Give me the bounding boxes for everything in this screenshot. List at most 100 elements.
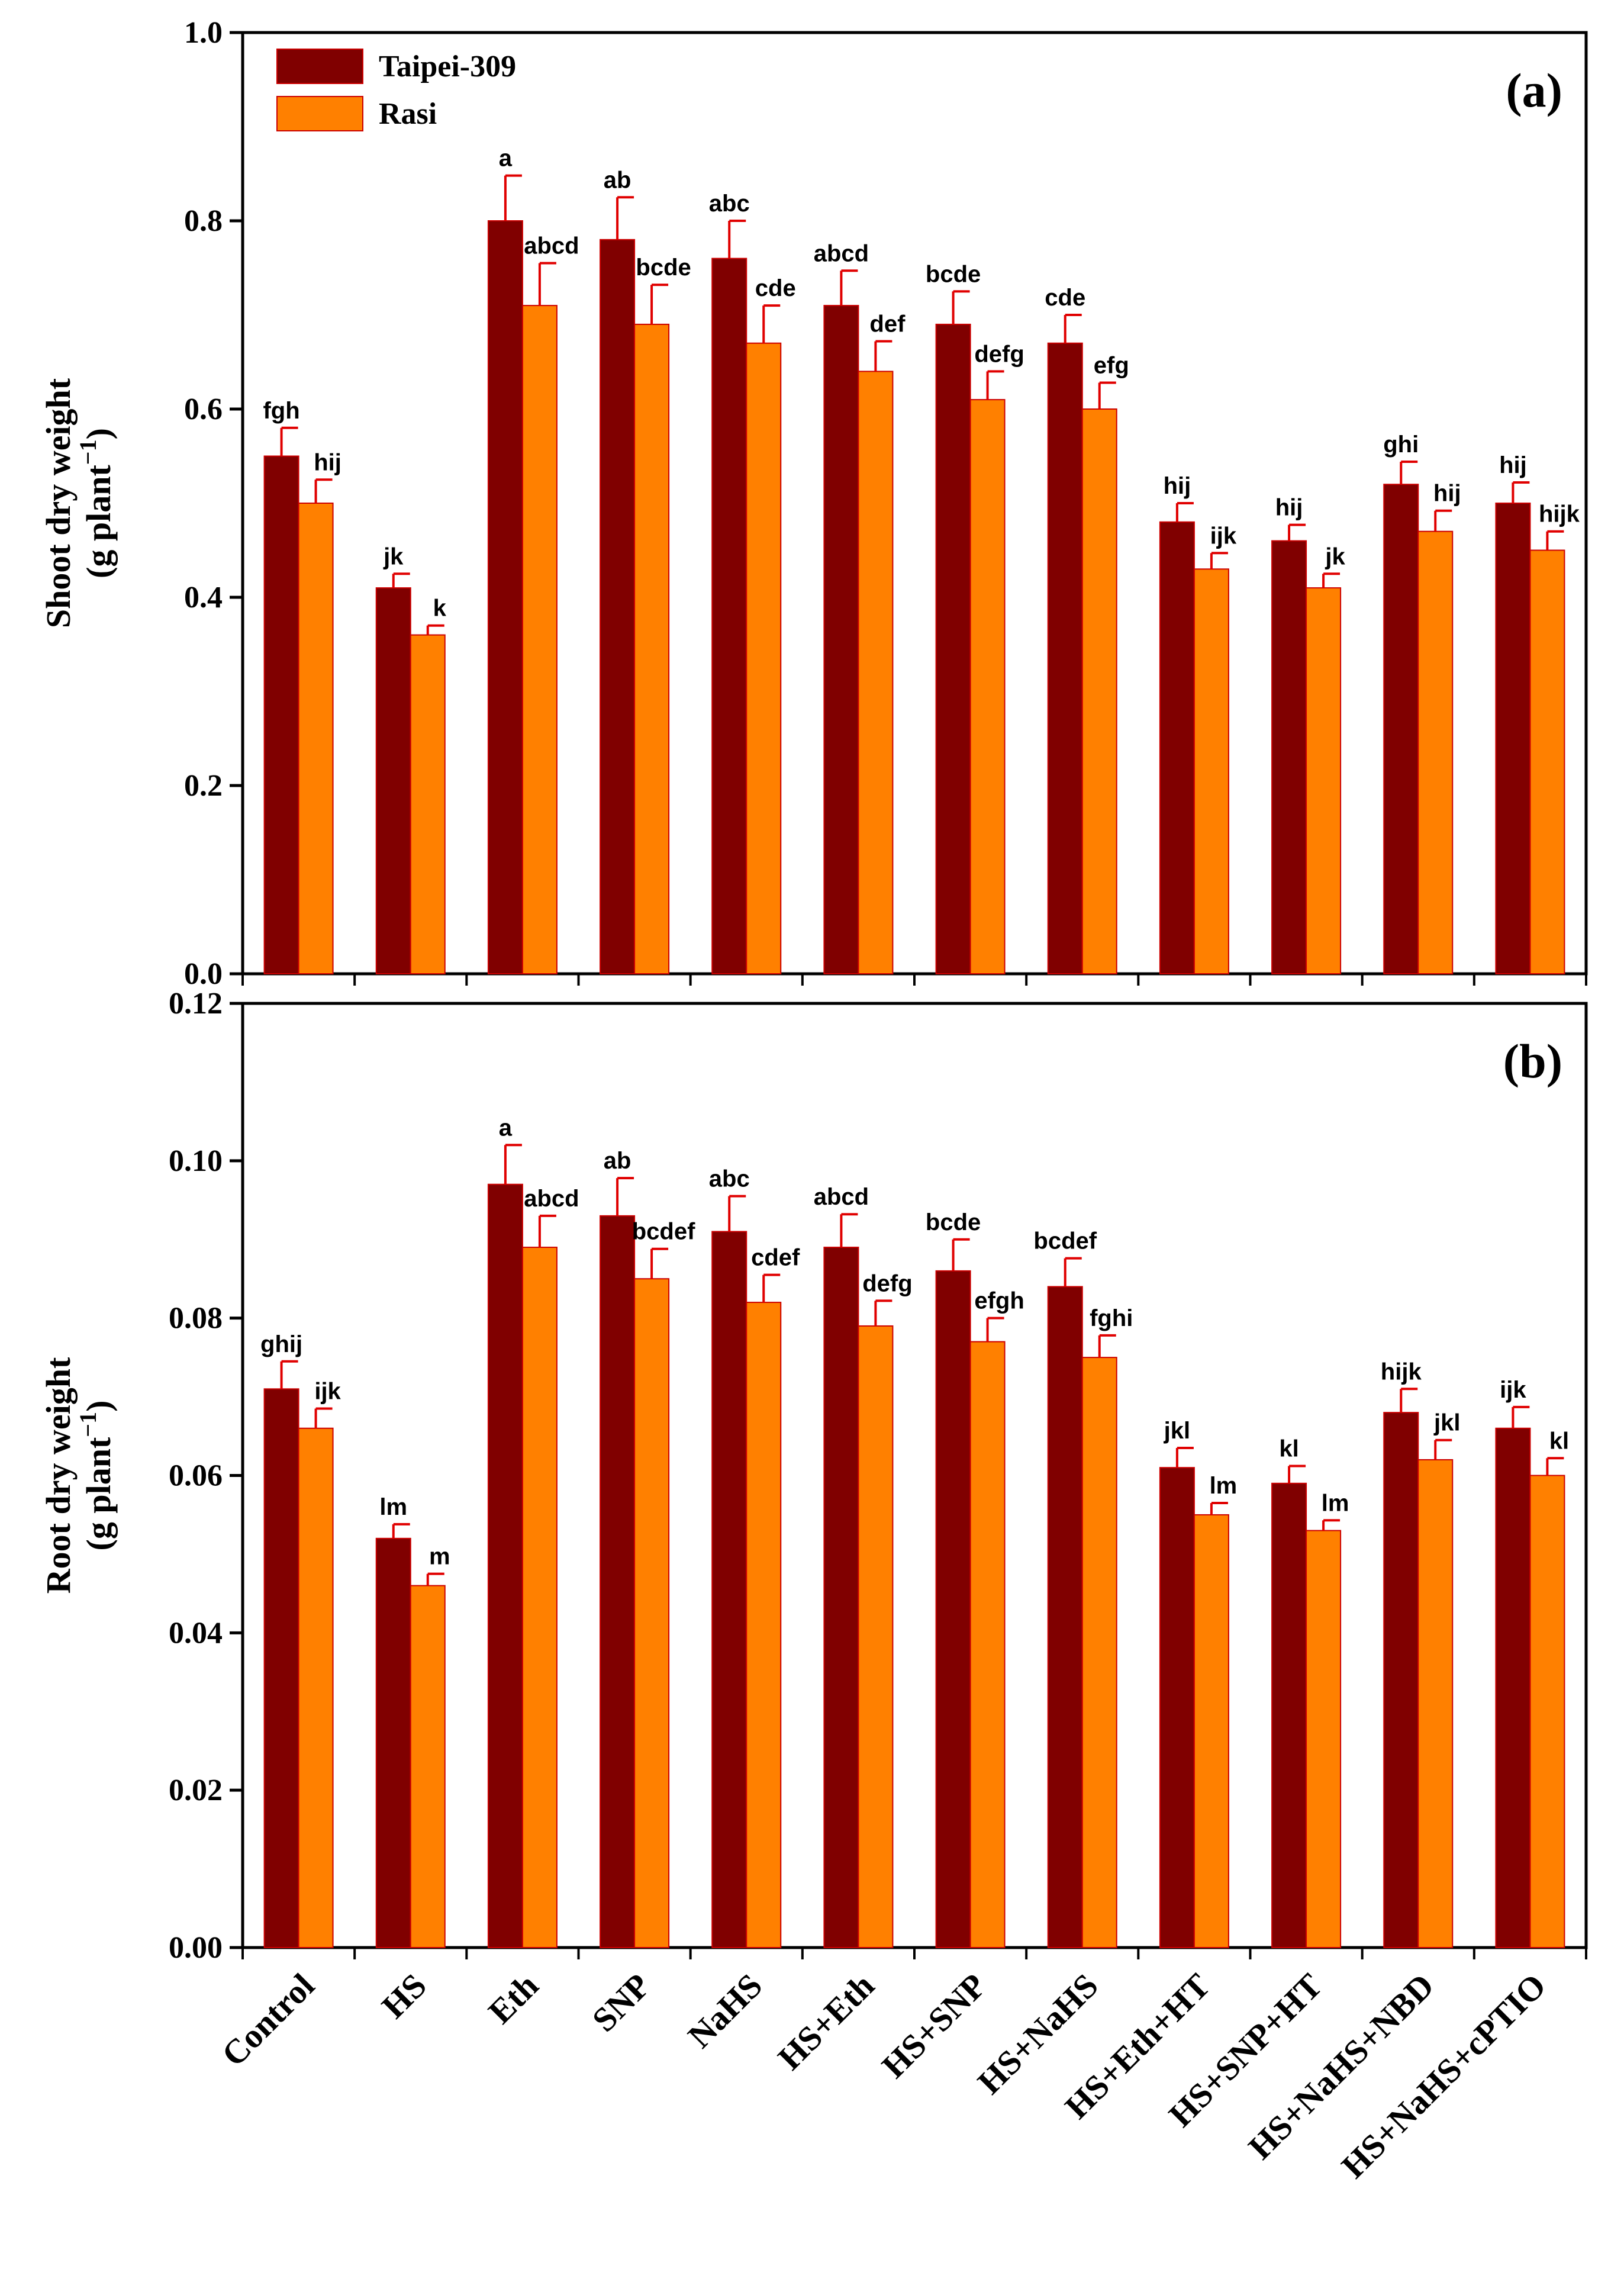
- x-tick-label: Eth: [481, 1966, 546, 2031]
- bar-rasi: [1529, 1475, 1565, 1948]
- significance-letter: hij: [314, 449, 341, 475]
- y-axis-unit-close: ): [79, 428, 118, 439]
- x-tick-label: HS: [374, 1966, 434, 2026]
- bar-rasi: [410, 1585, 446, 1948]
- y-axis-unit-superscript: −1: [75, 439, 101, 465]
- significance-letter: hij: [1433, 481, 1461, 507]
- significance-letter: bcde: [926, 261, 981, 287]
- significance-letter: efgh: [974, 1288, 1024, 1314]
- bar-rasi: [1417, 530, 1454, 974]
- significance-letter: ghi: [1383, 432, 1419, 458]
- bar-taipei-309: [711, 258, 747, 975]
- bar-taipei-309: [1495, 503, 1531, 974]
- legend-swatch: [276, 49, 363, 84]
- x-tick-label: HS+NaHS+NBD: [1241, 1966, 1442, 2167]
- significance-letter: cde: [755, 275, 796, 301]
- bar-rasi: [634, 1278, 670, 1948]
- bar-rasi: [969, 399, 1006, 974]
- bar-rasi: [1306, 587, 1342, 974]
- bar-rasi: [521, 1247, 558, 1949]
- bar-taipei-309: [1271, 540, 1307, 974]
- significance-letter: jk: [1325, 543, 1345, 569]
- significance-letter: lm: [1210, 1473, 1238, 1499]
- y-axis-title-unit: (g plant−1): [75, 1401, 118, 1551]
- bar-taipei-309: [375, 1537, 411, 1948]
- significance-letter: abc: [709, 1166, 750, 1192]
- y-tick-label: 0.8: [184, 204, 223, 238]
- y-tick-label: 1.0: [184, 16, 223, 50]
- significance-letter: def: [869, 311, 906, 337]
- significance-letter: hij: [1275, 495, 1303, 521]
- x-tick-label: NaHS: [681, 1966, 770, 2055]
- bar-taipei-309: [600, 239, 636, 974]
- x-tick-label: HS+NaHS+cPTIO: [1334, 1966, 1554, 2186]
- significance-letter: jk: [383, 543, 404, 569]
- significance-letter: abcd: [814, 240, 869, 266]
- panel-label: (b): [1503, 1034, 1562, 1088]
- bar-rasi: [1529, 549, 1565, 974]
- y-axis-unit-text: (g plant: [79, 1437, 118, 1550]
- bar-rasi: [969, 1341, 1006, 1949]
- significance-letter: defg: [862, 1270, 912, 1296]
- significance-letter: a: [499, 1115, 513, 1141]
- significance-letter: defg: [974, 341, 1024, 367]
- significance-letter: ab: [604, 167, 631, 193]
- significance-letter: jkl: [1164, 1418, 1190, 1444]
- chart-panel-b: 0.000.020.040.060.080.100.12ghijlmaababc…: [39, 987, 1588, 2186]
- bar-taipei-309: [1383, 1412, 1419, 1949]
- bar-rasi: [746, 1302, 782, 1948]
- y-tick-label: 0.04: [169, 1616, 223, 1650]
- bar-taipei-309: [487, 1183, 523, 1948]
- y-tick-label: 0.4: [184, 581, 223, 614]
- y-tick-label: 0.08: [169, 1302, 223, 1335]
- bar-taipei-309: [600, 1215, 636, 1948]
- bar-rasi: [298, 1427, 334, 1948]
- legend-swatch: [276, 96, 363, 131]
- significance-letter: bcde: [926, 1209, 981, 1235]
- bar-taipei-309: [935, 323, 971, 974]
- bar-rasi: [1306, 1530, 1342, 1949]
- bar-taipei-309: [263, 1388, 299, 1949]
- significance-letter: cdef: [751, 1245, 800, 1271]
- significance-letter: bcdef: [1033, 1228, 1097, 1254]
- significance-letter: jkl: [1433, 1410, 1460, 1436]
- bar-taipei-309: [1159, 521, 1195, 974]
- significance-letter: hij: [1164, 473, 1191, 499]
- significance-letter: kl: [1549, 1428, 1569, 1454]
- y-axis-title-unit: (g plant−1): [75, 428, 118, 578]
- significance-letter: ijk: [1210, 523, 1237, 549]
- bar-taipei-309: [487, 220, 523, 974]
- significance-letter: abcd: [814, 1184, 869, 1210]
- significance-letter: hijk: [1539, 501, 1580, 527]
- bar-taipei-309: [1383, 484, 1419, 974]
- significance-letter: hij: [1499, 452, 1527, 478]
- y-axis-unit-superscript: −1: [75, 1412, 101, 1437]
- bar-taipei-309: [711, 1231, 747, 1948]
- bar-rasi: [634, 323, 670, 974]
- bar-taipei-309: [263, 455, 299, 974]
- bar-taipei-309: [1047, 342, 1083, 975]
- bar-rasi: [1081, 1357, 1117, 1948]
- significance-letter: abcd: [524, 1186, 579, 1212]
- x-tick-label: SNP: [585, 1966, 658, 2039]
- bar-taipei-309: [1047, 1286, 1083, 1948]
- significance-letter: lm: [1322, 1490, 1349, 1516]
- bar-rasi: [1417, 1459, 1454, 1949]
- legend-label: Taipei-309: [379, 50, 516, 83]
- bar-rasi: [858, 371, 894, 974]
- significance-letter: efg: [1094, 352, 1129, 378]
- significance-letter: abc: [709, 191, 750, 217]
- y-tick-label: 0.10: [169, 1144, 223, 1178]
- significance-letter: fghi: [1090, 1305, 1133, 1331]
- bar-rasi: [746, 342, 782, 975]
- bar-rasi: [1193, 1514, 1229, 1948]
- bar-rasi: [1081, 408, 1117, 974]
- significance-letter: bcdef: [632, 1219, 695, 1245]
- significance-letter: lm: [379, 1494, 407, 1520]
- y-axis-title: Shoot dry weight (g plant−1): [39, 378, 118, 628]
- x-tick-label: HS+SNP: [874, 1966, 994, 2085]
- significance-letter: kl: [1279, 1436, 1298, 1462]
- panel-label: (a): [1506, 63, 1562, 117]
- significance-letter: bcde: [636, 255, 691, 281]
